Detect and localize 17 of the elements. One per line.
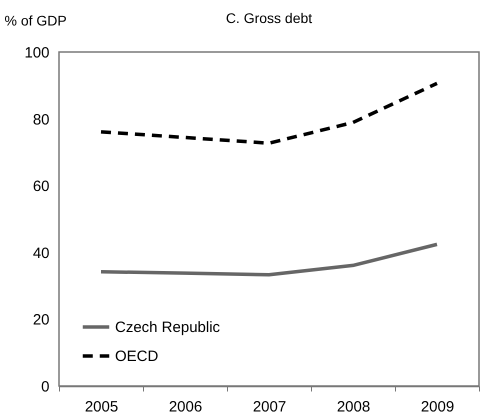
x-tick-label: 2008 — [336, 398, 370, 416]
legend-label: Czech Republic — [115, 319, 221, 336]
y-tick-label: 40 — [32, 244, 50, 262]
x-tick-label: 2006 — [168, 398, 202, 416]
y-tick-label: 20 — [32, 312, 50, 329]
y-axis-title: % of GDP — [4, 12, 67, 28]
y-tick-label: 80 — [32, 111, 50, 128]
chart-title: C. Gross debt — [226, 10, 312, 26]
line-series — [99, 242, 439, 277]
legend-label: OECD — [115, 348, 159, 365]
y-tick-label: 60 — [32, 178, 50, 196]
x-tick-label: 2007 — [252, 398, 286, 416]
x-tick-label: 2009 — [420, 398, 454, 416]
y-tick-label: 0 — [41, 378, 50, 396]
line-series — [99, 82, 439, 145]
x-tick-label: 2005 — [84, 398, 118, 416]
y-tick-label: 100 — [24, 44, 50, 62]
